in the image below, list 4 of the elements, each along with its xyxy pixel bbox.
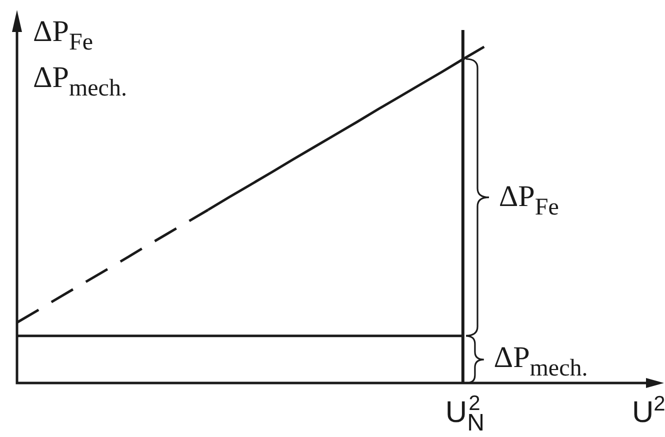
x-axis-title: U$^{2}$ — [632, 392, 665, 429]
y-axis-title: ΔP$_{Fe}$ ΔP$_{mech.}$ — [33, 15, 127, 102]
annotation: ΔP$_{mech.}$ — [494, 341, 588, 382]
annotation: ΔP$_{Fe}$ — [498, 180, 559, 220]
